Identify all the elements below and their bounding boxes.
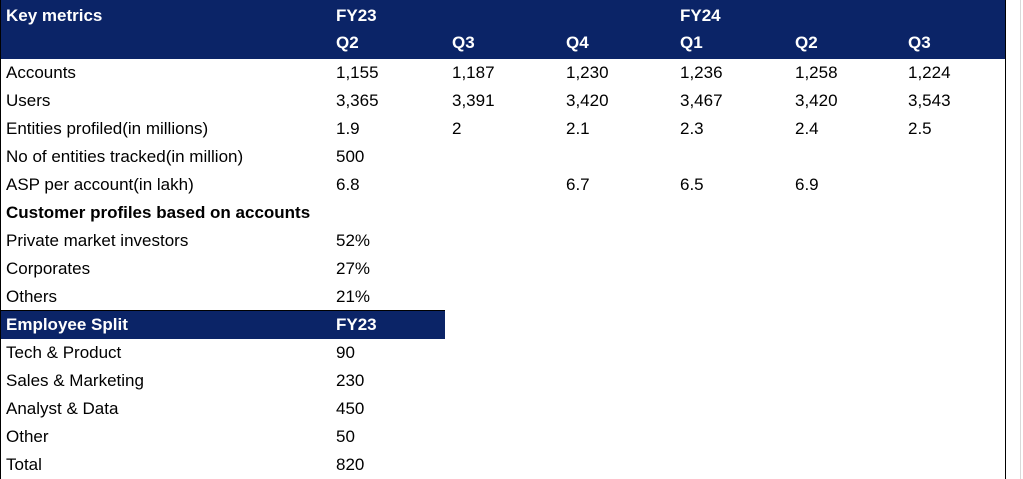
- table-title: Key metrics: [6, 6, 103, 25]
- cell-value: 1,155: [336, 63, 379, 82]
- row-label: Private market investors: [6, 231, 189, 250]
- row-label: Accounts: [6, 63, 76, 82]
- table-row: ASP per account(in lakh) 6.8 6.7 6.5 6.9: [0, 171, 1005, 199]
- fy23-header: FY23: [336, 6, 377, 25]
- section-divider: [0, 310, 445, 311]
- cell-value: 6.8: [336, 175, 360, 194]
- cell-value: 3,420: [795, 91, 838, 110]
- cell-value: 1,258: [795, 63, 838, 82]
- cell-value: 2.5: [908, 119, 932, 138]
- table-row: Entities profiled(in millions) 1.9 2 2.1…: [0, 115, 1005, 143]
- cell-value: 50: [336, 427, 355, 446]
- table-border: [0, 0, 1, 479]
- cell-value: 2.1: [566, 119, 590, 138]
- cell-value: 3,467: [680, 91, 723, 110]
- section-title: Customer profiles based on accounts: [6, 203, 311, 222]
- row-label: Tech & Product: [6, 343, 122, 362]
- cell-value: 6.9: [795, 175, 819, 194]
- grid-line: [1020, 0, 1021, 479]
- quarter-header: Q2: [336, 33, 359, 52]
- cell-value: 230: [336, 371, 365, 390]
- cell-value: 2.4: [795, 119, 819, 138]
- row-label: Sales & Marketing: [6, 371, 144, 390]
- table-row: Tech & Product 90: [0, 339, 1005, 367]
- table-border: [1005, 0, 1006, 479]
- cell-value: 21%: [336, 287, 371, 306]
- table-row: Analyst & Data 450: [0, 395, 1005, 423]
- table-row: Users 3,365 3,391 3,420 3,467 3,420 3,54…: [0, 87, 1005, 115]
- header-band: Key metrics FY23 FY24 Q2 Q3 Q4 Q1 Q2 Q3: [0, 0, 1005, 59]
- row-label: Corporates: [6, 259, 91, 278]
- table-row: Private market investors 52%: [0, 227, 1005, 255]
- employee-split-title: Employee Split: [6, 315, 128, 334]
- table-row: Accounts 1,155 1,187 1,230 1,236 1,258 1…: [0, 59, 1005, 87]
- row-label: ASP per account(in lakh): [6, 175, 194, 194]
- table-row: Others 21%: [0, 283, 1005, 311]
- quarter-header: Q3: [908, 33, 931, 52]
- table-row: Total 820: [0, 451, 1005, 479]
- row-label: No of entities tracked(in million): [6, 147, 244, 166]
- cell-value: 820: [336, 455, 365, 474]
- cell-value: 1,236: [680, 63, 723, 82]
- section-header: Customer profiles based on accounts: [0, 199, 1005, 227]
- employee-split-year: FY23: [336, 315, 377, 334]
- quarter-header: Q4: [566, 33, 589, 52]
- cell-value: 6.7: [566, 175, 590, 194]
- row-label: Entities profiled(in millions): [6, 119, 209, 138]
- employee-split-header: Employee Split FY23: [0, 311, 445, 339]
- cell-value: 1,187: [452, 63, 495, 82]
- cell-value: 3,420: [566, 91, 609, 110]
- cell-value: 1.9: [336, 119, 360, 138]
- row-label: Total: [6, 455, 42, 474]
- cell-value: 1,224: [908, 63, 951, 82]
- cell-value: 3,365: [336, 91, 379, 110]
- row-label: Other: [6, 427, 49, 446]
- fy24-header: FY24: [680, 6, 721, 25]
- cell-value: 52%: [336, 231, 371, 250]
- cell-value: 27%: [336, 259, 371, 278]
- quarter-header: Q1: [680, 33, 703, 52]
- table-row: Sales & Marketing 230: [0, 367, 1005, 395]
- cell-value: 6.5: [680, 175, 704, 194]
- cell-value: 1,230: [566, 63, 609, 82]
- cell-value: 450: [336, 399, 365, 418]
- quarter-header: Q3: [452, 33, 475, 52]
- cell-value: 2: [452, 119, 462, 138]
- quarter-header: Q2: [795, 33, 818, 52]
- cell-value: 500: [336, 147, 365, 166]
- row-label: Others: [6, 287, 58, 306]
- table-row: Other 50: [0, 423, 1005, 451]
- row-label: Analyst & Data: [6, 399, 119, 418]
- cell-value: 2.3: [680, 119, 704, 138]
- table-row: No of entities tracked(in million) 500: [0, 143, 1005, 171]
- cell-value: 3,543: [908, 91, 951, 110]
- cell-value: 90: [336, 343, 355, 362]
- row-label: Users: [6, 91, 51, 110]
- table-row: Corporates 27%: [0, 255, 1005, 283]
- cell-value: 3,391: [452, 91, 495, 110]
